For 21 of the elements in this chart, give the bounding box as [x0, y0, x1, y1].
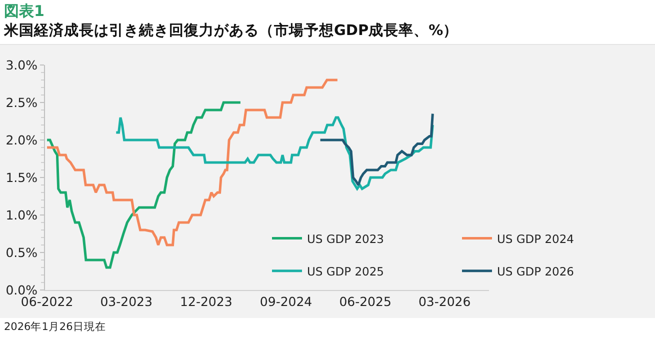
line-series	[114, 116, 434, 190]
y-tick-label: 1.0%	[6, 207, 38, 222]
y-tick-label: 3.0%	[6, 57, 38, 72]
legend-label: US GDP 2025	[307, 264, 384, 278]
chart-title: 図表1	[4, 1, 46, 21]
legend-label: US GDP 2026	[497, 264, 574, 278]
x-tick-label: 03-2026	[418, 294, 471, 309]
text: 2026年1月26日現在	[3, 320, 107, 335]
y-tick-label: 1.5%	[6, 170, 38, 185]
legend-label: US GDP 2024	[497, 232, 574, 246]
y-tick-label: 0.5%	[6, 244, 38, 260]
legend-label: US GDP 2023	[307, 232, 384, 246]
line-series	[319, 112, 434, 186]
chart-subtitle: 米国経済成長は引き続き回復力がある（市場予想GDP成長率、%）	[4, 21, 460, 41]
x-tick-label: 03-2023	[100, 294, 152, 309]
line-series	[46, 101, 242, 269]
x-tick-label: 09-2024	[260, 294, 312, 309]
y-tick-label: 2.0%	[6, 132, 38, 148]
y-tick-label: 2.5%	[6, 94, 38, 110]
x-tick-label: 12-2023	[180, 294, 232, 309]
x-tick-label: 06-2025	[339, 294, 392, 309]
